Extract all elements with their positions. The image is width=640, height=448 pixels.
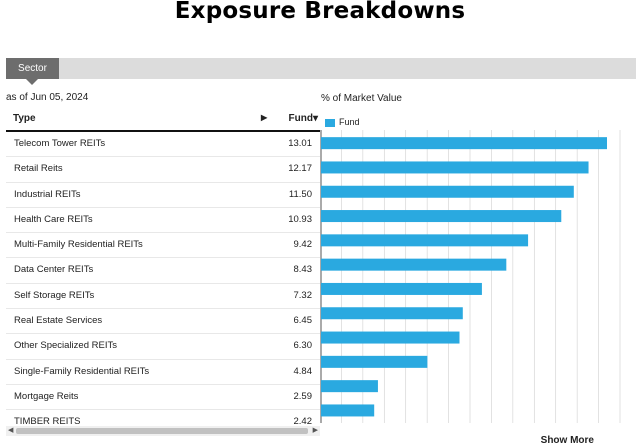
row-fund-value: 6.45 [293, 315, 313, 327]
row-type-label: Self Storage REITs [14, 289, 95, 301]
show-more-link[interactable]: Show More [540, 435, 594, 446]
bar-multi-family-residential-reits[interactable] [321, 234, 529, 247]
row-fund-value: 7.32 [293, 289, 313, 301]
table-row: Data Center REITs 8.43 [6, 258, 320, 284]
row-type-label: Retail Reits [14, 163, 63, 175]
row-type-label: Multi-Family Residential REITs [14, 239, 143, 251]
row-type-label: Single-Family Residential REITs [14, 365, 150, 377]
sort-arrow-icon[interactable]: ▶ [261, 113, 268, 122]
row-type-label: TIMBER REITS [14, 416, 81, 428]
row-fund-value: 4.84 [293, 365, 313, 377]
table-row: Mortgage Reits 2.59 [6, 385, 320, 411]
bar-other-specialized-reits[interactable] [321, 331, 460, 344]
exposure-table: Type ▶ Fund▾ Telecom Tower REITs 13.01 Ret… [6, 108, 320, 436]
bar-self-storage-reits[interactable] [321, 282, 482, 295]
bar-timber-reits[interactable] [321, 404, 375, 417]
row-fund-value: 8.43 [293, 264, 313, 276]
column-header-fund[interactable]: Fund▾ [288, 113, 318, 124]
bar-data-center-reits[interactable] [321, 258, 507, 271]
row-fund-value: 2.42 [293, 416, 313, 428]
page-title: Exposure Breakdowns [174, 0, 466, 24]
table-row: Other Specialized REITs 6.30 [6, 334, 320, 360]
horizontal-scrollbar[interactable]: ◀ ▶ [6, 426, 320, 436]
bar-retail-reits[interactable] [321, 161, 589, 174]
table-row: Retail Reits 12.17 [6, 157, 320, 183]
legend-swatch [325, 118, 335, 127]
chart-legend: Fund [325, 117, 360, 127]
table-row: Telecom Tower REITs 13.01 [6, 132, 320, 158]
table-body: Telecom Tower REITs 13.01 Retail Reits 12.1… [6, 132, 320, 436]
row-type-label: Mortgage Reits [14, 390, 79, 402]
row-type-label: Other Specialized REITs [14, 340, 117, 352]
bar-single-family-residential-reits[interactable] [321, 355, 428, 368]
table-header: Type ▶ Fund▾ [6, 108, 320, 132]
tab-pointer [26, 79, 38, 85]
scrollbar-thumb[interactable] [16, 428, 308, 434]
scroll-right-icon[interactable]: ▶ [312, 427, 318, 434]
row-type-label: Data Center REITs [14, 264, 94, 276]
row-fund-value: 2.59 [293, 390, 313, 402]
table-row: Single-Family Residential REITs 4.84 [6, 360, 320, 385]
bar-telecom-tower-reits[interactable] [321, 137, 607, 150]
table-row: Industrial REITs 11.50 [6, 183, 320, 208]
legend-label: Fund [339, 117, 360, 127]
table-row: Real Estate Services 6.45 [6, 309, 320, 335]
tab-sector[interactable]: Sector [6, 58, 59, 79]
tab-bar: Sector [6, 58, 636, 85]
row-type-label: Telecom Tower REITs [14, 138, 106, 149]
row-type-label: Industrial REITs [14, 188, 81, 200]
table-row: Health Care REITs 10.93 [6, 208, 320, 234]
column-header-type[interactable]: Type [13, 113, 36, 124]
bar-mortgage-reits[interactable] [321, 380, 378, 393]
table-row: Multi-Family Residential REITs 9.42 [6, 233, 320, 259]
row-type-label: Health Care REITs [14, 213, 93, 225]
row-type-label: Real Estate Services [14, 315, 103, 327]
table-row: Self Storage REITs 7.32 [6, 284, 320, 310]
as-of-date: as of Jun 05, 2024 [6, 92, 89, 103]
bar-industrial-reits[interactable] [321, 185, 574, 198]
row-fund-value: 6.30 [293, 340, 313, 352]
bar-real-estate-services[interactable] [321, 307, 463, 320]
row-fund-value: 9.42 [293, 239, 313, 251]
row-fund-value: 11.50 [288, 188, 312, 200]
row-fund-value: 12.17 [288, 163, 312, 175]
bar-chart [320, 130, 621, 423]
bar-health-care-reits[interactable] [321, 210, 562, 223]
scroll-left-icon[interactable]: ◀ [8, 427, 14, 434]
chart-axis-label: % of Market Value [321, 93, 402, 104]
row-fund-value: 13.01 [288, 138, 312, 149]
row-fund-value: 10.93 [288, 213, 312, 225]
